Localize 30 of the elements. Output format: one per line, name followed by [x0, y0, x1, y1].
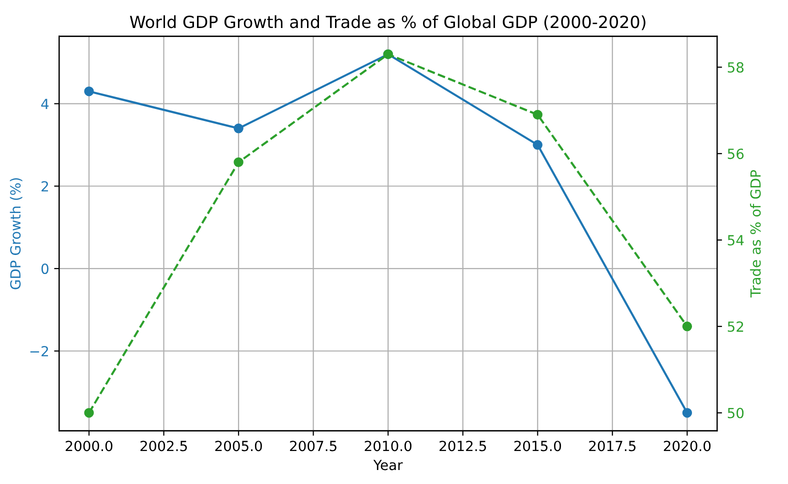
x-tick-label: 2015.0 — [514, 440, 562, 452]
point — [84, 408, 94, 418]
x-tick-label: 2012.5 — [440, 440, 486, 452]
point — [682, 408, 692, 418]
y-tick-label: 0 — [41, 264, 48, 274]
point — [84, 86, 94, 96]
point — [532, 110, 542, 120]
y-tick-label: 2 — [42, 181, 48, 192]
x-axis-title: Year — [373, 460, 403, 470]
y-axis-title: GDP Growth (%) — [10, 178, 22, 290]
x-tick-label: 2005.0 — [215, 440, 262, 452]
y2-tick-label: 56 — [728, 148, 744, 160]
y2-tick-label: 50 — [728, 408, 744, 418]
y2-axis-title: Trade as % of GDP — [750, 170, 761, 298]
y2-tick-label: 52 — [728, 321, 744, 332]
point — [532, 140, 542, 150]
x-tick-label: 2020.0 — [664, 440, 711, 452]
x-tick-label: 2007.5 — [290, 440, 336, 452]
x-tick-label: 2017.5 — [589, 440, 636, 452]
x-tick-label: 2010.0 — [364, 440, 412, 452]
y2-tick-label: 54 — [728, 235, 744, 246]
point — [234, 124, 244, 134]
point — [682, 322, 692, 332]
x-tick-label: 2000.0 — [66, 440, 112, 452]
chart-title: World GDP Growth and Trade as % of Global GDP (2000-2020) — [130, 15, 646, 30]
x-tick-label: 2002.5 — [140, 440, 187, 452]
y2-tick-label: 58 — [728, 62, 744, 73]
point — [234, 157, 244, 168]
y-tick-label: −2 — [30, 346, 48, 356]
y-tick-label: 4 — [41, 98, 49, 109]
